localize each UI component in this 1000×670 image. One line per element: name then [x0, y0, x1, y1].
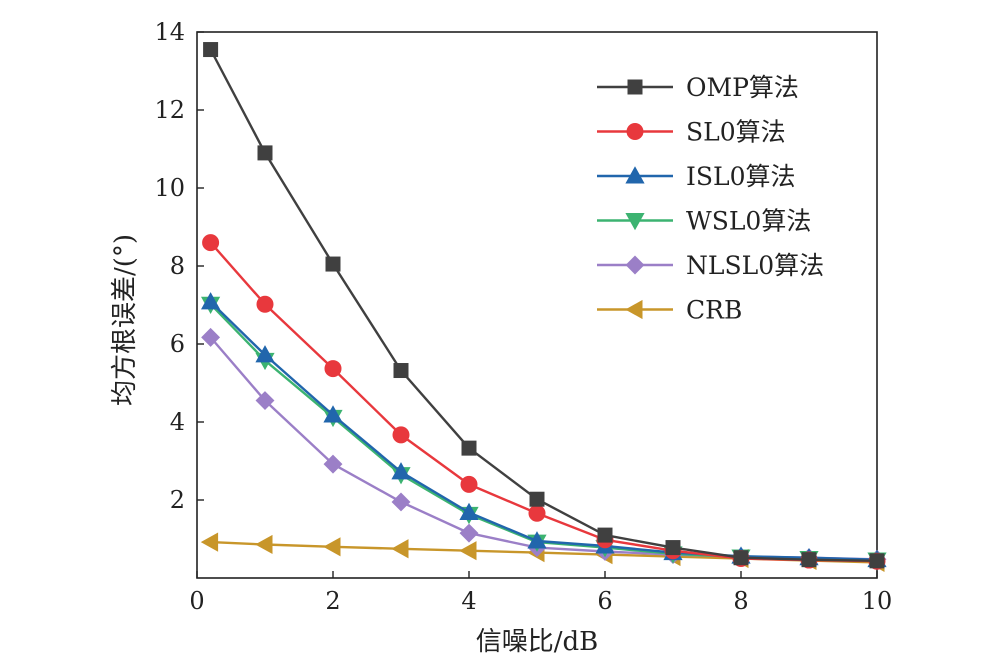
data-point — [201, 292, 221, 310]
legend-marker — [625, 213, 645, 231]
data-point — [392, 426, 410, 444]
x-tick-label: 2 — [325, 587, 340, 615]
x-tick-label: 8 — [733, 587, 748, 615]
series-line — [209, 336, 878, 561]
axis-ticks: 0 2 4 6 8 10 2 4 6 8 10 12 14 — [154, 18, 892, 615]
data-point — [665, 540, 681, 556]
data-point — [733, 550, 749, 566]
series-4 — [201, 327, 887, 569]
y-tick-label: 4 — [170, 408, 185, 436]
series-line — [209, 301, 878, 561]
y-tick-label: 2 — [170, 486, 185, 514]
series-2 — [201, 292, 887, 568]
data-point — [200, 532, 219, 552]
data-point — [201, 327, 221, 347]
data-point — [323, 537, 341, 557]
legend-label: ISL0算法 — [686, 162, 796, 191]
x-tick-label: 10 — [862, 587, 893, 615]
data-point — [323, 454, 343, 474]
legend-label: CRB — [686, 296, 742, 325]
series-line — [209, 303, 878, 562]
data-point — [529, 491, 545, 507]
legend-marker — [625, 166, 645, 184]
data-point — [460, 475, 478, 493]
data-point — [255, 534, 273, 555]
series-3 — [201, 296, 887, 570]
legend-marker — [627, 79, 643, 95]
data-point — [256, 295, 274, 313]
data-point — [202, 234, 220, 252]
data-point — [461, 440, 477, 456]
x-tick-label: 0 — [189, 587, 204, 615]
legend-item: SL0算法 — [597, 118, 786, 147]
data-point — [255, 391, 275, 411]
y-tick-label: 10 — [154, 174, 185, 202]
data-point — [527, 531, 547, 549]
plot-border — [196, 31, 878, 579]
legend-item: CRB — [597, 296, 742, 325]
y-tick-label: 12 — [154, 96, 185, 124]
data-point — [459, 502, 479, 520]
data-point — [255, 345, 275, 363]
legend-label: SL0算法 — [686, 118, 786, 147]
legend: OMP算法 SL0算法 ISL0算法 WSL0算法 NLSL0算法 CRB — [597, 73, 824, 325]
y-tick-label: 14 — [154, 18, 185, 46]
y-tick-label: 6 — [170, 330, 185, 358]
data-point — [203, 42, 219, 58]
legend-marker — [625, 255, 645, 275]
x-tick-label: 6 — [597, 587, 612, 615]
legend-marker — [626, 123, 644, 140]
series-layer — [200, 42, 887, 572]
legend-marker — [625, 299, 643, 320]
data-point — [597, 527, 613, 543]
legend-label: OMP算法 — [686, 73, 799, 102]
x-axis-title: 信噪比/dB — [476, 627, 599, 657]
data-point — [869, 553, 885, 569]
data-point — [459, 541, 477, 561]
data-point — [393, 363, 409, 379]
y-axis-title: 均方根误差/(°) — [110, 234, 140, 406]
legend-item: WSL0算法 — [597, 207, 811, 236]
legend-item: NLSL0算法 — [597, 251, 824, 280]
data-point — [391, 539, 409, 559]
plot-frame — [196, 31, 878, 579]
series-1 — [202, 234, 886, 570]
data-point — [391, 462, 411, 480]
legend-label: WSL0算法 — [686, 207, 811, 236]
data-point — [391, 492, 411, 512]
legend-label: NLSL0算法 — [686, 251, 824, 280]
data-point — [459, 523, 479, 543]
series-0 — [203, 42, 885, 569]
x-tick-label: 4 — [461, 587, 476, 615]
legend-item: ISL0算法 — [597, 162, 796, 191]
legend-item: OMP算法 — [597, 73, 799, 102]
y-tick-label: 8 — [170, 252, 185, 280]
data-point — [325, 256, 341, 272]
data-point — [528, 504, 546, 522]
data-point — [801, 552, 817, 568]
data-point — [324, 360, 342, 378]
data-point — [257, 145, 273, 161]
data-point — [323, 405, 343, 423]
